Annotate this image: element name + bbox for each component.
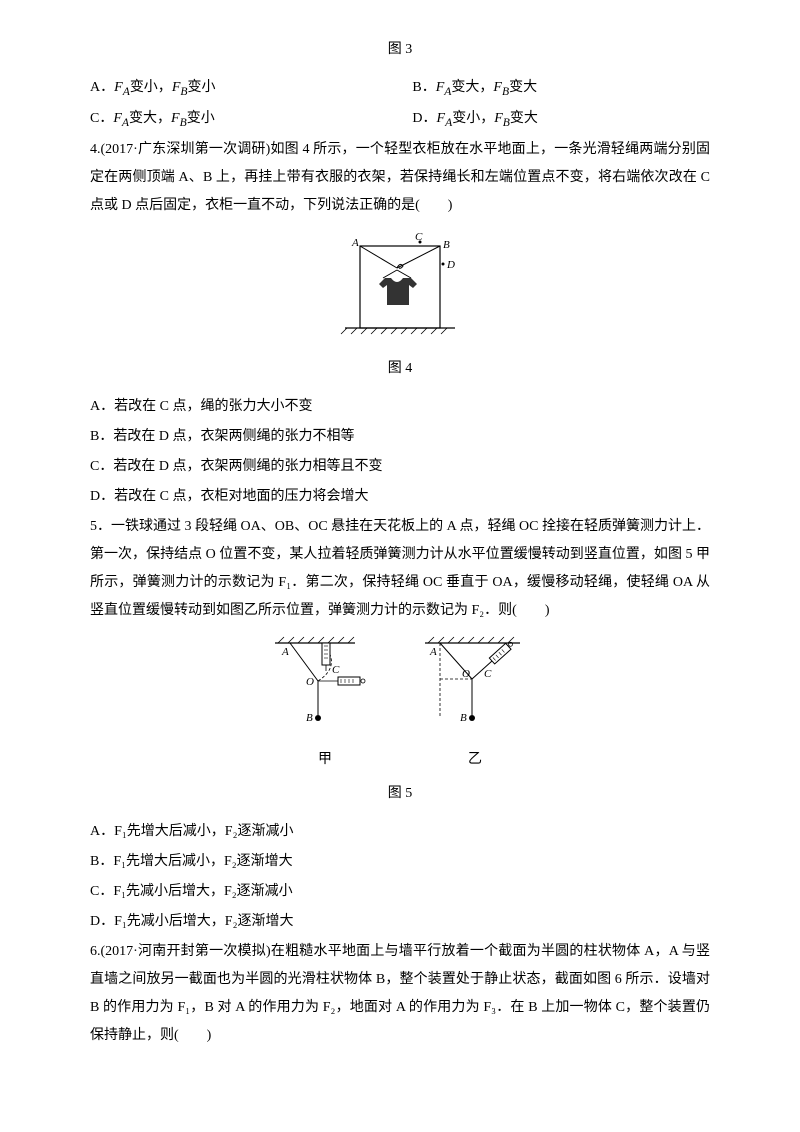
figure-5-sub1: 甲 (270, 746, 380, 774)
q6-stem: 6.(2017·河南开封第一次模拟)在粗糙水平地面上与墙平行放着一个截面为半圆的… (90, 938, 710, 1050)
figure-3-caption: 图 3 (90, 36, 710, 64)
figure-4-caption: 图 4 (90, 355, 710, 383)
q5-opt-b: B．F₁先增大后减小，F₂逐渐增大 (90, 848, 710, 876)
q5-opt-a: A．F₁先增大后减小，F₂逐渐减小 (90, 818, 710, 846)
q3-opt-d-text: D．FA变小，FB变大 (412, 111, 538, 126)
fig4-label-d: D (446, 259, 455, 271)
fig5l-label-a: A (281, 646, 289, 658)
q3-opt-b-text: B．FA变大，FB变大 (412, 80, 537, 95)
fig5l-label-c: C (332, 664, 340, 676)
fig5r-label-a: A (429, 646, 437, 658)
figure-5-right: A C O B 乙 (420, 633, 530, 774)
q4-stem: 4.(2017·广东深圳第一次调研)如图 4 所示，一个轻型衣柜放在水平地面上，… (90, 136, 710, 220)
q3-opt-b: B．FA变大，FB变大 (412, 74, 710, 103)
figure-5-caption: 图 5 (90, 780, 710, 808)
figure-5-sub2: 乙 (420, 746, 530, 774)
fig5r-label-b: B (460, 712, 467, 724)
fig4-label-b: B (443, 239, 450, 251)
fig5r-label-o: O (462, 668, 470, 680)
q3-opt-a: A．FA变小，FB变小 (90, 74, 412, 103)
q3-row-cd: C．FA变大，FB变小 D．FA变小，FB变大 (90, 105, 710, 134)
fig5l-label-o: O (306, 676, 314, 688)
q4-opt-b: B．若改在 D 点，衣架两侧绳的张力不相等 (90, 423, 710, 451)
q5-stem: 5．一铁球通过 3 段轻绳 OA、OB、OC 悬挂在天花板上的 A 点，轻绳 O… (90, 513, 710, 625)
fig5l-label-b: B (306, 712, 313, 724)
q3-row-ab: A．FA变小，FB变小 B．FA变大，FB变大 (90, 74, 710, 103)
figure-5: A C O B 甲 (90, 633, 710, 774)
q4-opt-a: A．若改在 C 点，绳的张力大小不变 (90, 393, 710, 421)
fig5r-label-c: C (484, 668, 492, 680)
q3-opt-c: C．FA变大，FB变小 (90, 105, 412, 134)
fig4-label-c: C (415, 231, 423, 243)
q5-opt-d: D．F₁先减小后增大，F₂逐渐增大 (90, 908, 710, 936)
q4-opt-d: D．若改在 C 点，衣柜对地面的压力将会增大 (90, 483, 710, 511)
q3-opt-a-text: A．FA变小，FB变小 (90, 80, 216, 95)
q5-opt-c: C．F₁先减小后增大，F₂逐渐减小 (90, 878, 710, 906)
fig4-label-a: A (351, 237, 359, 249)
q3-opt-c-text: C．FA变大，FB变小 (90, 111, 215, 126)
q4-opt-c: C．若改在 D 点，衣架两侧绳的张力相等且不变 (90, 453, 710, 481)
figure-4-svg: A B C D (335, 228, 465, 338)
q3-opt-d: D．FA变小，FB变大 (412, 105, 710, 134)
figure-5-left: A C O B 甲 (270, 633, 380, 774)
figure-4: A B C D (90, 228, 710, 349)
